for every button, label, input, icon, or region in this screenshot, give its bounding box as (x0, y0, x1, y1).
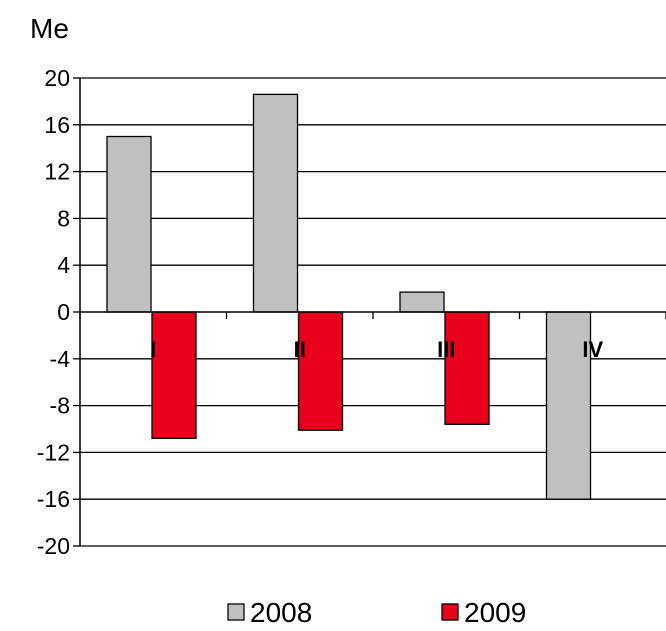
legend: 2008 2009 (227, 597, 526, 628)
axes (73, 77, 666, 547)
bar-2008-II (252, 93, 299, 313)
legend-swatch-2008 (227, 603, 245, 621)
y-tick-label: 20 (44, 65, 70, 91)
category-label: I (150, 337, 156, 362)
y-tick-label: -8 (50, 393, 70, 419)
y-tick-label: -4 (50, 346, 71, 372)
y-tick-label: 0 (57, 299, 70, 325)
bars (106, 93, 592, 500)
y-tick-label: 4 (57, 252, 70, 278)
legend-swatch-2009 (441, 603, 459, 621)
category-label: II (294, 337, 306, 362)
category-label: IV (582, 337, 603, 362)
y-axis-unit-label: Me (30, 13, 69, 44)
category-label: III (437, 337, 455, 362)
bar-2009-III (444, 311, 490, 425)
legend-label-2008: 2008 (250, 597, 312, 628)
y-tick-label: -20 (37, 533, 70, 559)
y-tick-label: 8 (57, 205, 70, 231)
y-tick-labels: 20 16 12 8 4 0 -4 -8 -12 -16 -20 (37, 65, 70, 559)
category-labels: I II III IV (150, 337, 603, 362)
y-tick-label: -12 (37, 439, 70, 465)
legend-label-2009: 2009 (464, 597, 526, 628)
bar-2008-III (399, 291, 445, 313)
y-tick-label: -16 (37, 486, 70, 512)
y-tick-label: 16 (44, 112, 70, 138)
bar-2009-I (151, 311, 197, 440)
bar-2008-I (106, 135, 152, 313)
bar-2009-II (297, 311, 344, 431)
y-tick-label: 12 (44, 159, 70, 185)
